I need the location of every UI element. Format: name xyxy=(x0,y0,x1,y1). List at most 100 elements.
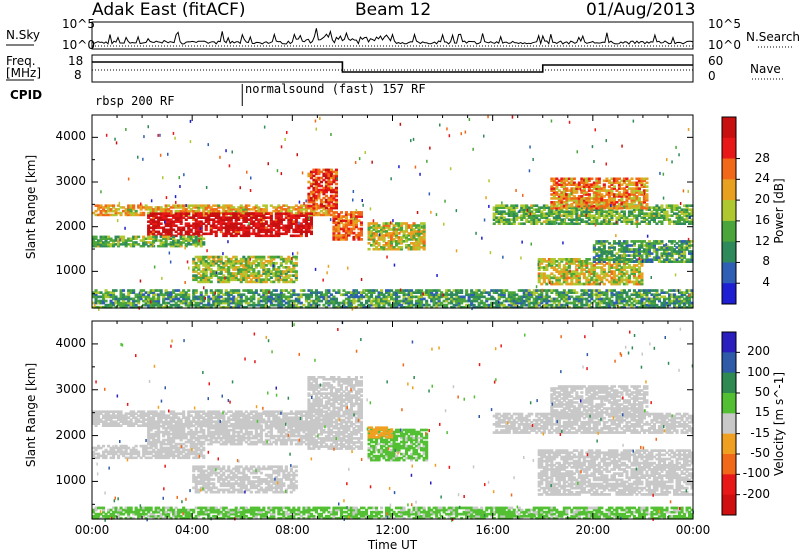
heatmap-cell xyxy=(257,257,261,261)
heatmap-cell xyxy=(164,228,168,232)
heatmap-cell xyxy=(187,237,191,240)
heatmap-cell xyxy=(277,266,281,269)
heatmap-cell xyxy=(645,208,649,211)
heatmap-cell xyxy=(640,179,644,183)
heatmap-cell xyxy=(99,299,103,303)
heatmap-cell xyxy=(242,257,246,261)
heatmap-cell xyxy=(97,239,101,242)
heatmap-cell xyxy=(169,305,173,309)
heatmap-cell xyxy=(264,228,268,232)
heatmap-cell xyxy=(607,181,611,185)
heatmap-cell xyxy=(567,181,571,185)
heatmap-cell xyxy=(372,224,376,227)
heatmap-cell xyxy=(605,193,609,196)
heatmap-cell xyxy=(284,209,288,213)
heatmap-cell xyxy=(122,305,126,309)
heatmap-cell xyxy=(344,225,348,229)
heatmap-cell xyxy=(405,230,409,233)
heatmap-cell xyxy=(154,297,158,301)
heatmap-cell xyxy=(632,183,636,186)
heatmap-cell xyxy=(104,291,108,294)
heatmap-cell xyxy=(412,222,416,225)
heatmap-cell xyxy=(410,295,414,299)
heatmap-cell xyxy=(365,301,369,305)
heatmap-cell xyxy=(647,244,651,247)
heatmap-cell xyxy=(239,272,243,275)
heatmap-cell xyxy=(322,204,326,208)
heatmap-cell xyxy=(342,223,346,227)
heatmap-cell xyxy=(192,303,196,307)
heatmap-cell xyxy=(129,243,133,246)
heatmap-cell xyxy=(354,291,358,294)
heatmap-cell xyxy=(560,222,564,225)
heatmap-cell xyxy=(492,289,496,292)
heatmap-cell xyxy=(542,274,546,278)
heatmap-cell xyxy=(104,239,108,242)
heatmap-cell xyxy=(392,234,396,237)
heatmap-cell xyxy=(612,214,616,217)
heatmap-cell xyxy=(199,299,203,303)
heatmap-cell xyxy=(525,295,529,299)
heatmap-cell xyxy=(207,280,211,284)
heatmap-cell xyxy=(617,214,621,217)
heatmap-cell xyxy=(382,236,386,239)
heatmap-cell xyxy=(685,216,689,219)
heatmap-cell xyxy=(319,295,323,299)
heatmap-cell xyxy=(109,301,113,305)
heatmap-cell xyxy=(445,297,449,301)
heatmap-cell xyxy=(668,206,672,209)
heatmap-cell xyxy=(332,198,336,202)
heatmap-cell xyxy=(510,305,514,309)
heatmap-cell xyxy=(134,299,138,303)
heatmap-cell xyxy=(392,230,396,233)
heatmap-cell xyxy=(542,278,546,282)
heatmap-cell xyxy=(507,214,511,217)
heatmap-cell xyxy=(495,212,499,215)
heatmap-cell xyxy=(612,266,616,269)
heatmap-cell xyxy=(282,257,286,261)
heatmap-cell xyxy=(352,297,356,301)
heatmap-cell xyxy=(683,240,687,243)
heatmap-cell xyxy=(114,235,118,239)
heatmap-cell xyxy=(532,303,536,307)
heatmap-cell xyxy=(537,206,541,209)
heatmap-cell xyxy=(157,299,161,303)
heatmap-cell xyxy=(119,213,123,217)
heatmap-cell xyxy=(129,239,133,242)
heatmap-cell xyxy=(520,210,524,213)
heatmap-cell xyxy=(417,236,421,239)
heatmap-cell xyxy=(678,218,682,221)
heatmap-cell xyxy=(199,226,203,230)
heatmap-cell xyxy=(625,258,629,261)
heatmap-cell xyxy=(565,179,569,183)
heatmap-cell xyxy=(477,305,481,309)
heatmap-cell xyxy=(555,268,559,271)
heatmap-cell xyxy=(242,220,246,223)
heatmap-cell xyxy=(630,254,634,257)
heatmap-cell xyxy=(347,297,351,301)
heatmap-cell xyxy=(209,232,213,236)
heatmap-cell xyxy=(670,246,674,249)
heatmap-cell xyxy=(632,270,636,273)
heatmap-cell xyxy=(382,244,386,247)
heatmap-cell xyxy=(172,303,176,307)
heatmap-cell xyxy=(632,272,636,276)
heatmap-cell xyxy=(117,301,121,305)
heatmap-cell xyxy=(640,264,644,267)
heatmap-cell xyxy=(663,254,667,257)
heatmap-cell xyxy=(497,206,501,209)
heatmap-cell xyxy=(334,168,338,172)
heatmap-cell xyxy=(192,297,196,301)
heatmap-cell xyxy=(467,295,471,299)
heatmap-cell xyxy=(202,280,206,284)
heatmap-cell xyxy=(337,229,341,233)
heatmap-cell xyxy=(149,222,153,225)
heatmap-cell xyxy=(284,272,288,275)
heatmap-cell xyxy=(237,209,241,213)
heatmap-cell xyxy=(652,250,656,253)
heatmap-cell xyxy=(277,297,281,301)
heatmap-cell xyxy=(277,274,281,277)
heatmap-cell xyxy=(279,297,283,301)
heatmap-cell xyxy=(690,240,694,243)
heatmap-cell xyxy=(202,278,206,282)
